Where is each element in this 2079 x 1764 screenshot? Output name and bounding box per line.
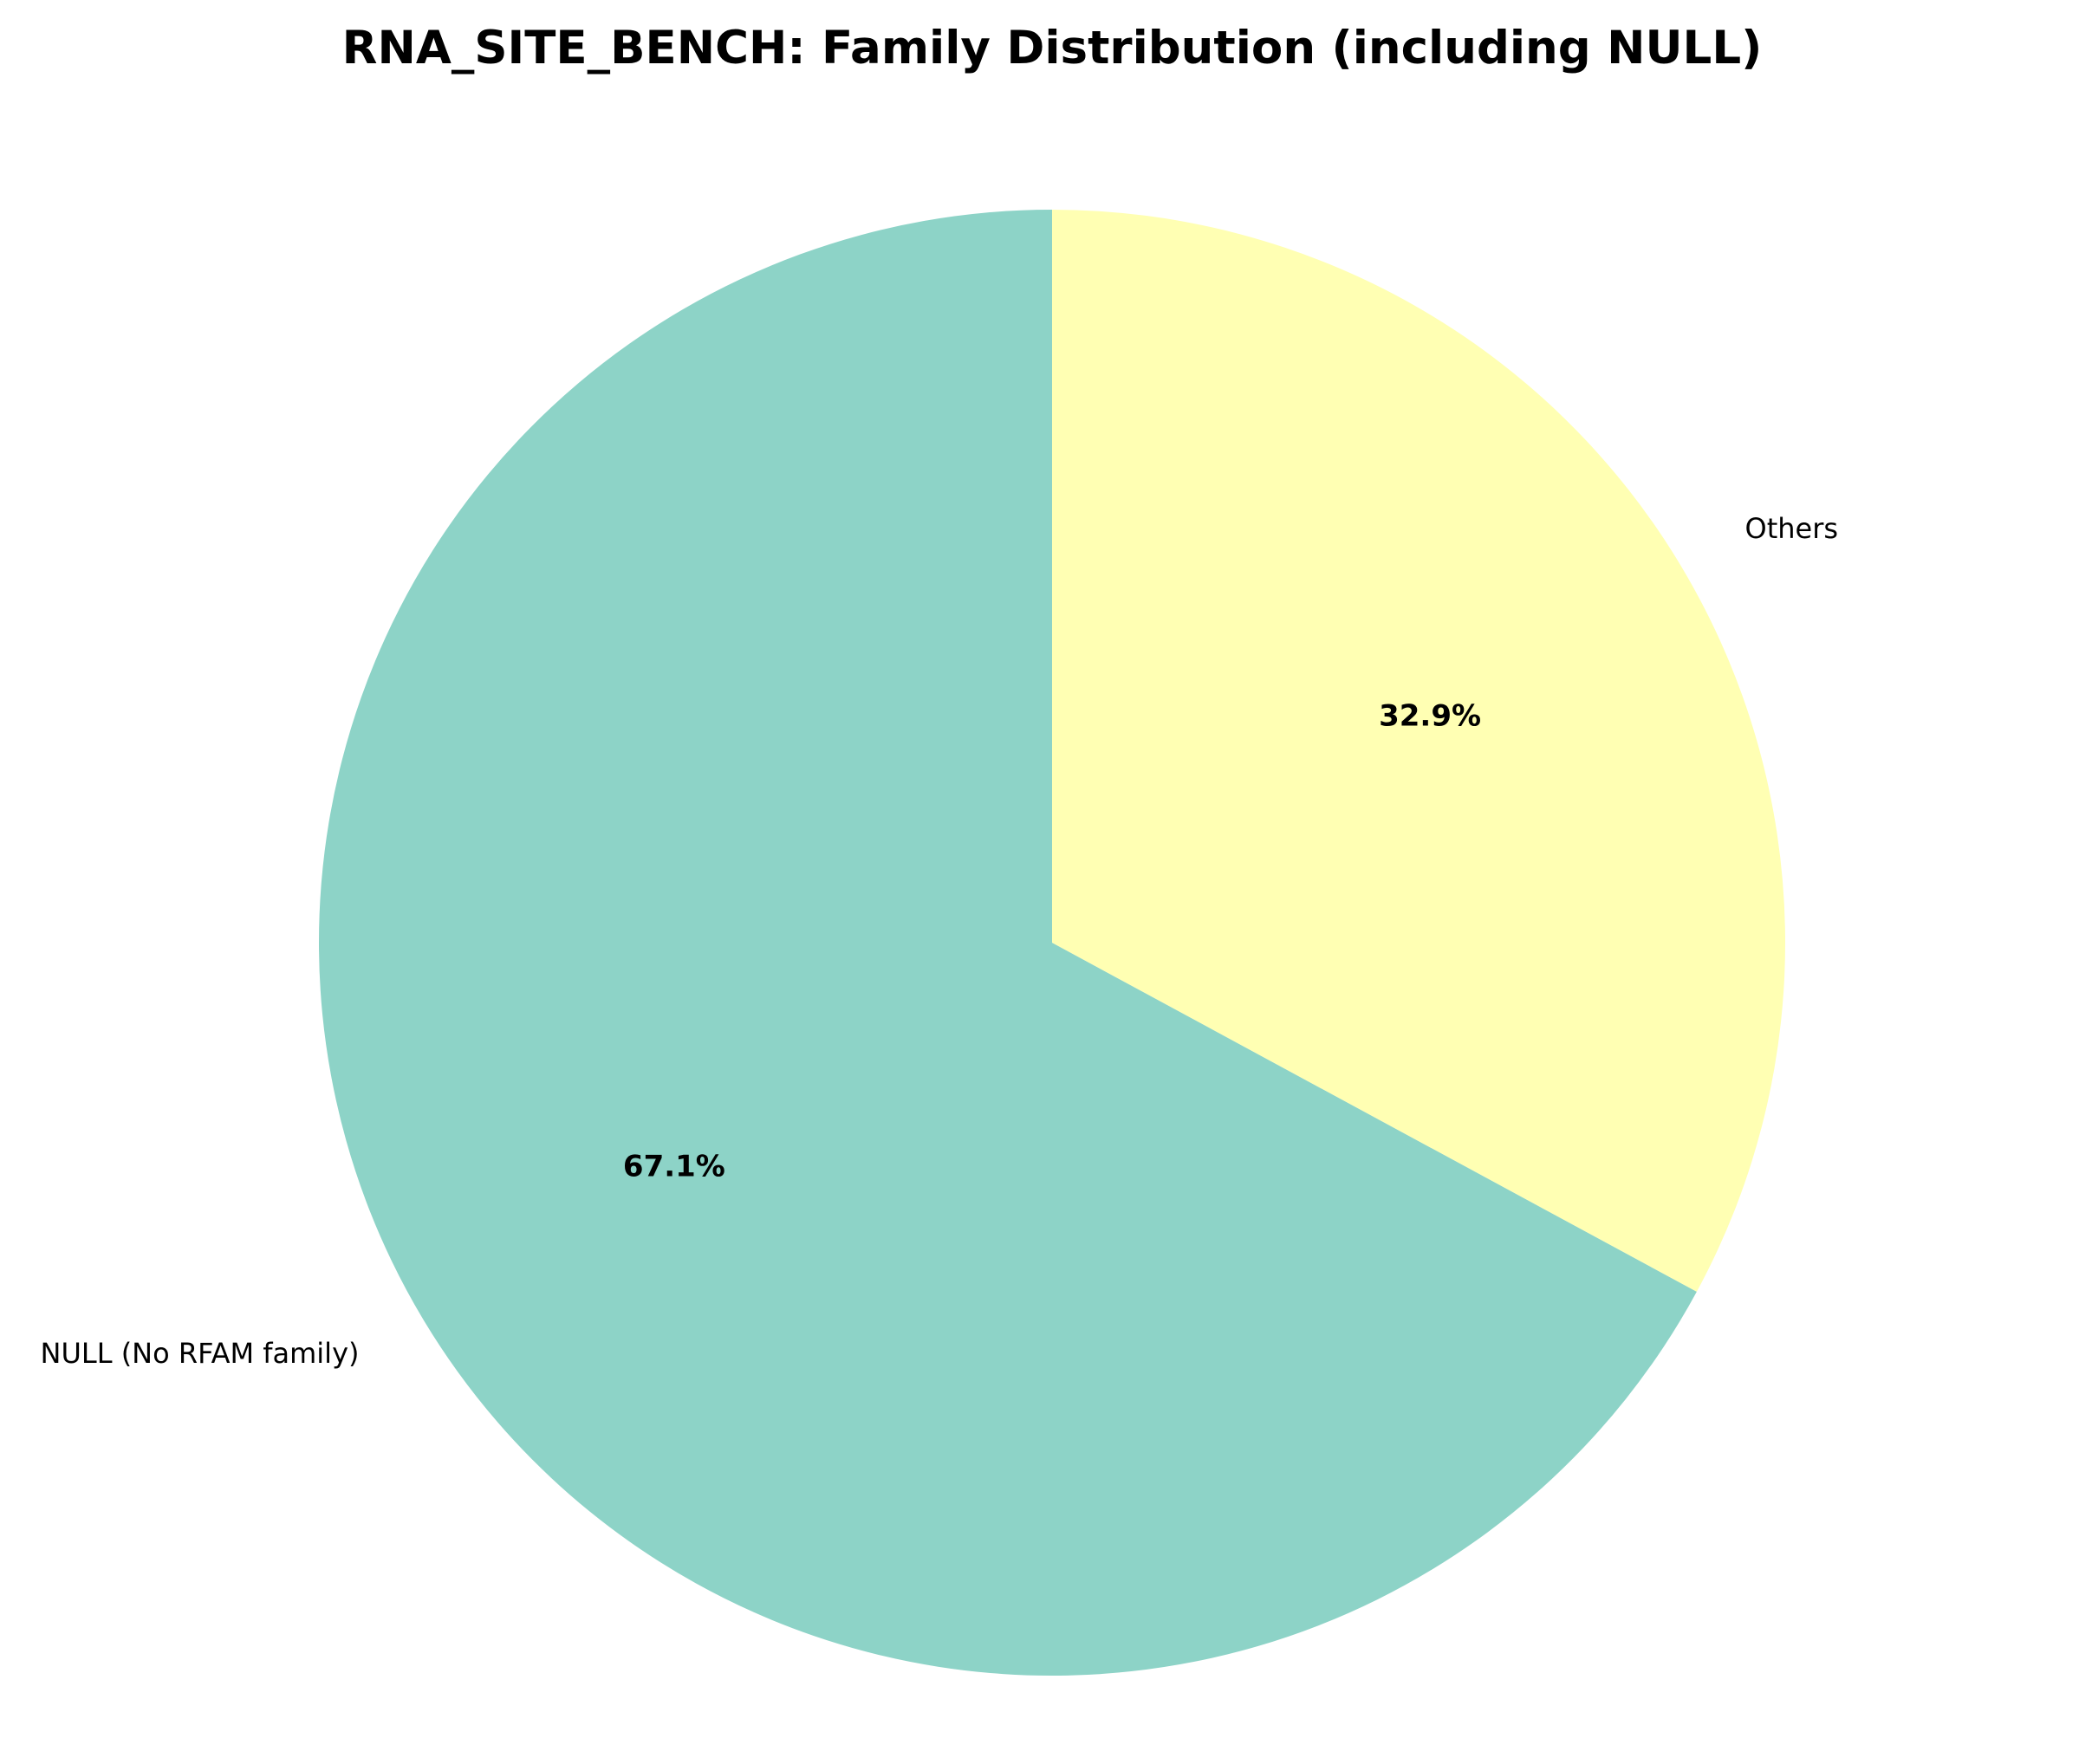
- slice-percent-others: 32.9%: [1379, 699, 1481, 734]
- chart-title: RNA_SITE_BENCH: Family Distribution (inc…: [342, 22, 1763, 75]
- pie-slices: [319, 210, 1786, 1676]
- pie-labels: NULL (No RFAM family) 67.1% Others 32.9%: [41, 512, 1839, 1370]
- slice-percent-null-no-rfam-family: 67.1%: [623, 1149, 725, 1184]
- pie-slice-null-no-rfam-family: [319, 210, 1697, 1676]
- slice-label-others: Others: [1745, 512, 1839, 545]
- pie-slice-others: [1052, 210, 1786, 1292]
- slice-label-null-no-rfam-family: NULL (No RFAM family): [41, 1337, 360, 1370]
